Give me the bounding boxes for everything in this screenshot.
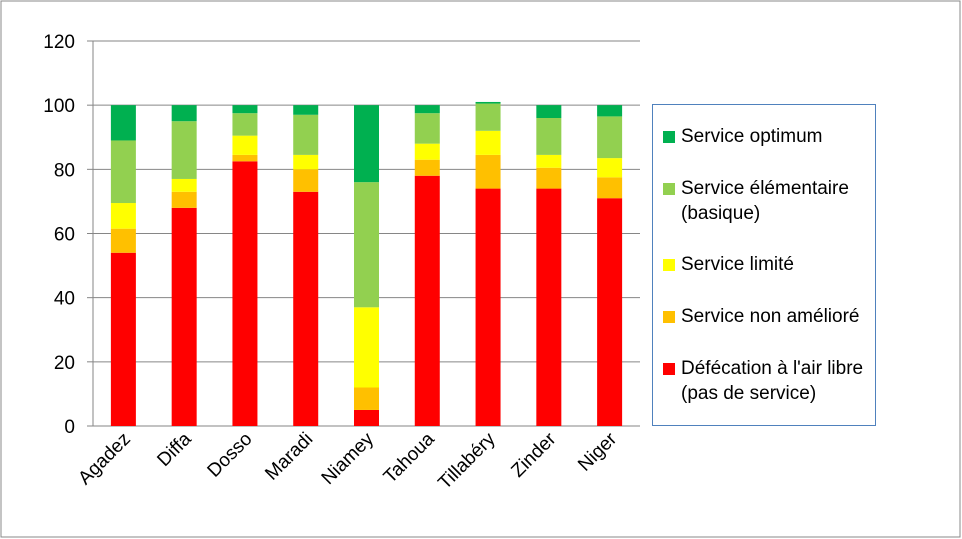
x-tick-label: Dosso xyxy=(204,429,257,482)
bar-segment xyxy=(232,135,258,155)
bar-segment xyxy=(536,188,562,426)
bar-segment xyxy=(110,140,136,204)
bar-segment xyxy=(475,101,501,104)
legend-swatch xyxy=(663,311,675,324)
y-tick-label: 100 xyxy=(43,96,75,117)
bar-segment xyxy=(171,121,197,179)
bar-segment xyxy=(354,409,379,426)
legend-label: Service élémentaire (basique) xyxy=(681,177,849,224)
bar-segment xyxy=(536,105,562,118)
bar-segment xyxy=(232,113,258,136)
legend-entry: Service élémentaire (basique) xyxy=(663,176,869,226)
legend-swatch xyxy=(663,362,675,375)
bar-segment xyxy=(232,161,258,426)
bar-segment xyxy=(110,252,136,426)
bar-segment xyxy=(171,178,197,192)
legend-entry: Défécation à l'air libre (pas de service… xyxy=(663,356,869,406)
bar-segment xyxy=(110,203,136,229)
bar-segment xyxy=(171,207,197,426)
y-tick-label: 60 xyxy=(54,225,75,246)
bar-segment xyxy=(536,167,562,189)
bar-segment xyxy=(597,198,623,426)
bar-segment xyxy=(536,118,562,155)
bar-segment xyxy=(536,154,562,168)
bar-segment xyxy=(232,154,258,162)
y-tick-label: 0 xyxy=(64,417,75,438)
bar-segment xyxy=(293,105,319,115)
y-tick-label: 20 xyxy=(54,353,75,374)
y-tick-label: 40 xyxy=(54,289,75,310)
bar-segment xyxy=(414,159,440,176)
bar-segment xyxy=(597,105,623,117)
bar-segment xyxy=(110,228,136,253)
legend-label: Défécation à l'air libre (pas de service… xyxy=(681,357,864,404)
legend-swatch xyxy=(663,259,675,272)
x-tick-label: Diffa xyxy=(153,428,196,471)
x-tick-label: Tahoua xyxy=(380,428,439,487)
legend-entry: Service optimum xyxy=(663,124,869,149)
bar-segment xyxy=(354,105,379,183)
legend-entry: Service non amélioré xyxy=(663,304,869,329)
bar-segment xyxy=(475,154,501,189)
bar-segment xyxy=(597,177,623,199)
bar-segment xyxy=(354,387,379,410)
bar-segment xyxy=(475,130,501,155)
legend-swatch xyxy=(663,182,675,195)
x-tick-label: Tillabéry xyxy=(434,428,499,493)
bar-segment xyxy=(293,114,319,155)
bar-segment xyxy=(414,105,440,114)
bar-segment xyxy=(354,307,379,388)
bar-segment xyxy=(475,188,501,426)
bar-segment xyxy=(354,182,379,308)
bar-segment xyxy=(293,191,319,426)
legend: Service optimum Service élémentaire (basi… xyxy=(652,104,876,426)
bar-segment xyxy=(110,105,136,141)
legend-swatch xyxy=(663,131,675,144)
bar-segment xyxy=(597,116,623,159)
legend-label: Service non amélioré xyxy=(681,306,860,328)
bar-segment xyxy=(414,113,440,144)
bar-segment xyxy=(232,105,258,114)
bar-segment xyxy=(597,158,623,178)
legend-label: Service optimum xyxy=(681,126,823,148)
bar-segment xyxy=(414,175,440,426)
y-tick-label: 120 xyxy=(43,32,75,53)
legend-label: Service limité xyxy=(681,254,794,276)
legend-entry: Service limité xyxy=(663,252,869,277)
x-tick-label: Maradi xyxy=(261,429,317,485)
bar-segment xyxy=(293,169,319,192)
x-tick-label: Agadez xyxy=(74,429,134,489)
x-tick-label: Zinder xyxy=(507,428,560,481)
x-tick-label: Niger xyxy=(574,428,621,475)
bar-segment xyxy=(171,191,197,208)
y-tick-label: 80 xyxy=(54,160,75,181)
bar-segment xyxy=(475,103,501,131)
bar-segment xyxy=(293,154,319,170)
bar-segment xyxy=(171,105,197,122)
x-tick-label: Niamey xyxy=(318,428,379,489)
bar-segment xyxy=(414,143,440,160)
